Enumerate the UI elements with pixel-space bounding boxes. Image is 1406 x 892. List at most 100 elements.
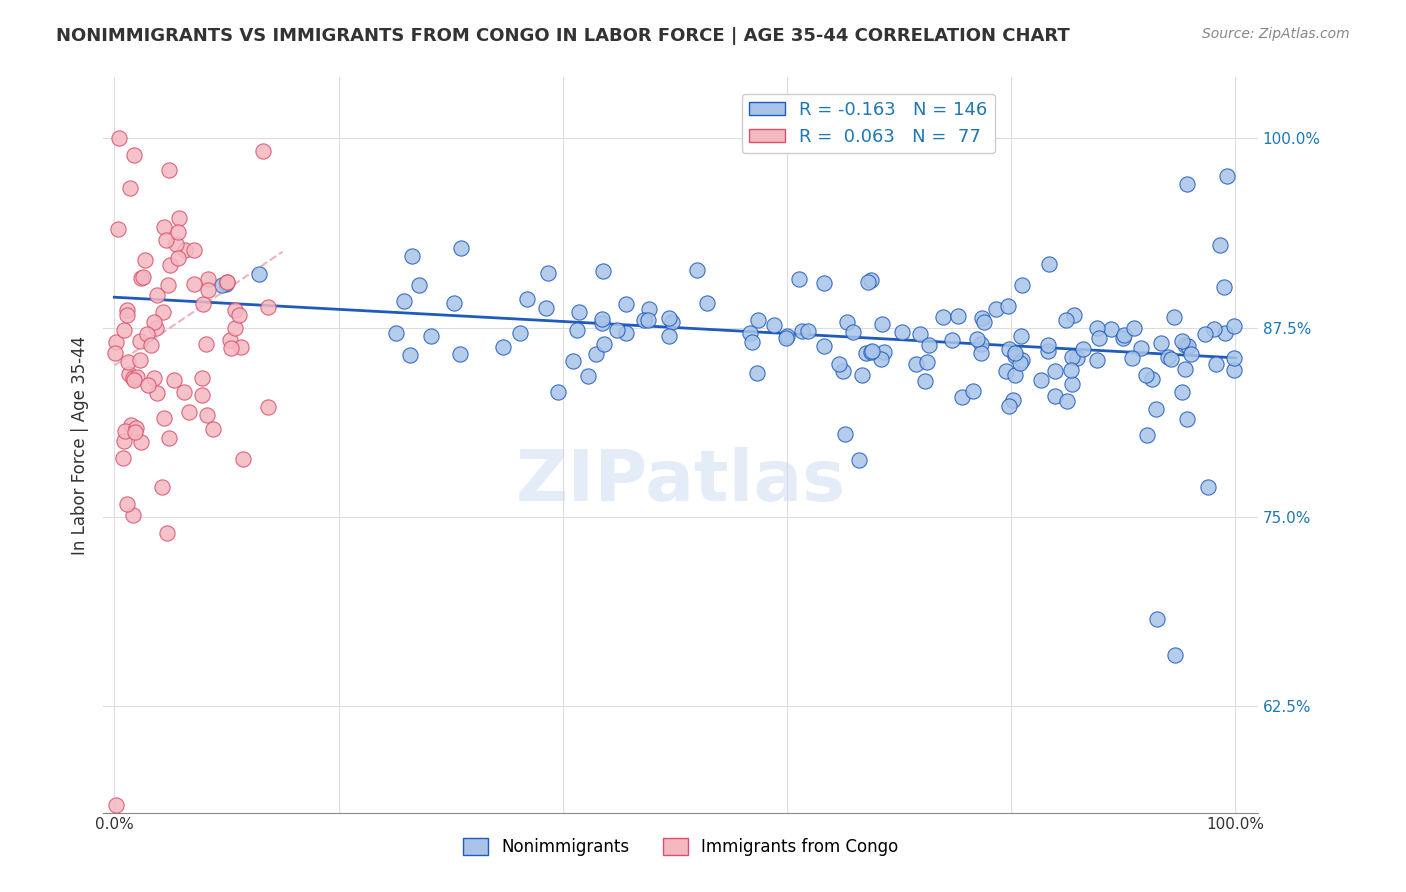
Point <box>1063 308 1085 322</box>
Point <box>191 388 214 402</box>
Point <box>905 357 928 371</box>
Point <box>129 353 152 368</box>
Point <box>247 267 270 281</box>
Point <box>118 367 141 381</box>
Point <box>834 426 856 441</box>
Point <box>420 328 443 343</box>
Point <box>129 271 152 285</box>
Point <box>195 337 218 351</box>
Point <box>1135 368 1157 383</box>
Point <box>606 323 628 337</box>
Point <box>946 309 969 323</box>
Point <box>122 148 145 162</box>
Point <box>1062 350 1084 364</box>
Point <box>747 313 769 327</box>
Point <box>614 326 637 340</box>
Point <box>1180 347 1202 361</box>
Point <box>1121 351 1143 366</box>
Point <box>1043 364 1066 378</box>
Point <box>117 355 139 369</box>
Point <box>1144 402 1167 417</box>
Point <box>1111 331 1133 345</box>
Point <box>686 263 709 277</box>
Point <box>105 797 128 812</box>
Point <box>614 297 637 311</box>
Point <box>449 346 471 360</box>
Point <box>593 336 616 351</box>
Point <box>908 327 931 342</box>
Point <box>104 334 127 349</box>
Point <box>790 325 813 339</box>
Point <box>828 358 851 372</box>
Point <box>1213 326 1236 341</box>
Point <box>941 333 963 347</box>
Point <box>124 425 146 439</box>
Point <box>891 325 914 339</box>
Point <box>536 266 558 280</box>
Point <box>859 273 882 287</box>
Point <box>215 277 238 292</box>
Point <box>1056 393 1078 408</box>
Point <box>970 311 993 326</box>
Point <box>1085 321 1108 335</box>
Point <box>995 364 1018 378</box>
Point <box>1216 169 1239 183</box>
Point <box>1156 350 1178 364</box>
Point <box>219 333 242 347</box>
Point <box>165 237 187 252</box>
Point <box>1112 328 1135 343</box>
Point <box>915 355 938 369</box>
Point <box>547 385 569 400</box>
Point <box>1175 177 1198 191</box>
Point <box>661 315 683 329</box>
Point <box>111 451 134 466</box>
Point <box>159 258 181 272</box>
Point <box>107 222 129 236</box>
Point <box>117 309 139 323</box>
Point <box>174 243 197 257</box>
Point <box>962 384 984 398</box>
Point <box>776 329 799 343</box>
Point <box>228 308 250 322</box>
Point <box>813 339 835 353</box>
Point <box>561 353 583 368</box>
Point <box>401 249 423 263</box>
Point <box>633 313 655 327</box>
Point <box>1135 427 1157 442</box>
Point <box>492 340 515 354</box>
Point <box>565 322 588 336</box>
Point <box>658 329 681 343</box>
Point <box>860 344 883 359</box>
Point <box>143 315 166 329</box>
Point <box>224 303 246 318</box>
Point <box>658 310 681 325</box>
Point <box>157 162 180 177</box>
Point <box>136 377 159 392</box>
Legend: R = -0.163   N = 146, R =  0.063   N =  77: R = -0.163 N = 146, R = 0.063 N = 77 <box>741 94 995 153</box>
Point <box>167 251 190 265</box>
Point <box>120 418 142 433</box>
Point <box>124 373 146 387</box>
Point <box>177 404 200 418</box>
Point <box>191 297 214 311</box>
Point <box>229 340 252 354</box>
Point <box>232 452 254 467</box>
Point <box>104 346 127 360</box>
Point <box>1205 357 1227 371</box>
Point <box>1038 338 1060 352</box>
Point <box>1038 257 1060 271</box>
Point <box>142 371 165 385</box>
Point <box>202 422 225 436</box>
Point <box>1194 326 1216 341</box>
Point <box>873 345 896 359</box>
Point <box>252 144 274 158</box>
Point <box>970 337 993 351</box>
Text: NONIMMIGRANTS VS IMMIGRANTS FROM CONGO IN LABOR FORCE | AGE 35-44 CORRELATION CH: NONIMMIGRANTS VS IMMIGRANTS FROM CONGO I… <box>56 27 1070 45</box>
Point <box>509 326 531 340</box>
Point <box>763 318 786 333</box>
Point <box>139 337 162 351</box>
Point <box>197 272 219 286</box>
Point <box>1088 331 1111 345</box>
Point <box>1010 328 1032 343</box>
Point <box>918 338 941 352</box>
